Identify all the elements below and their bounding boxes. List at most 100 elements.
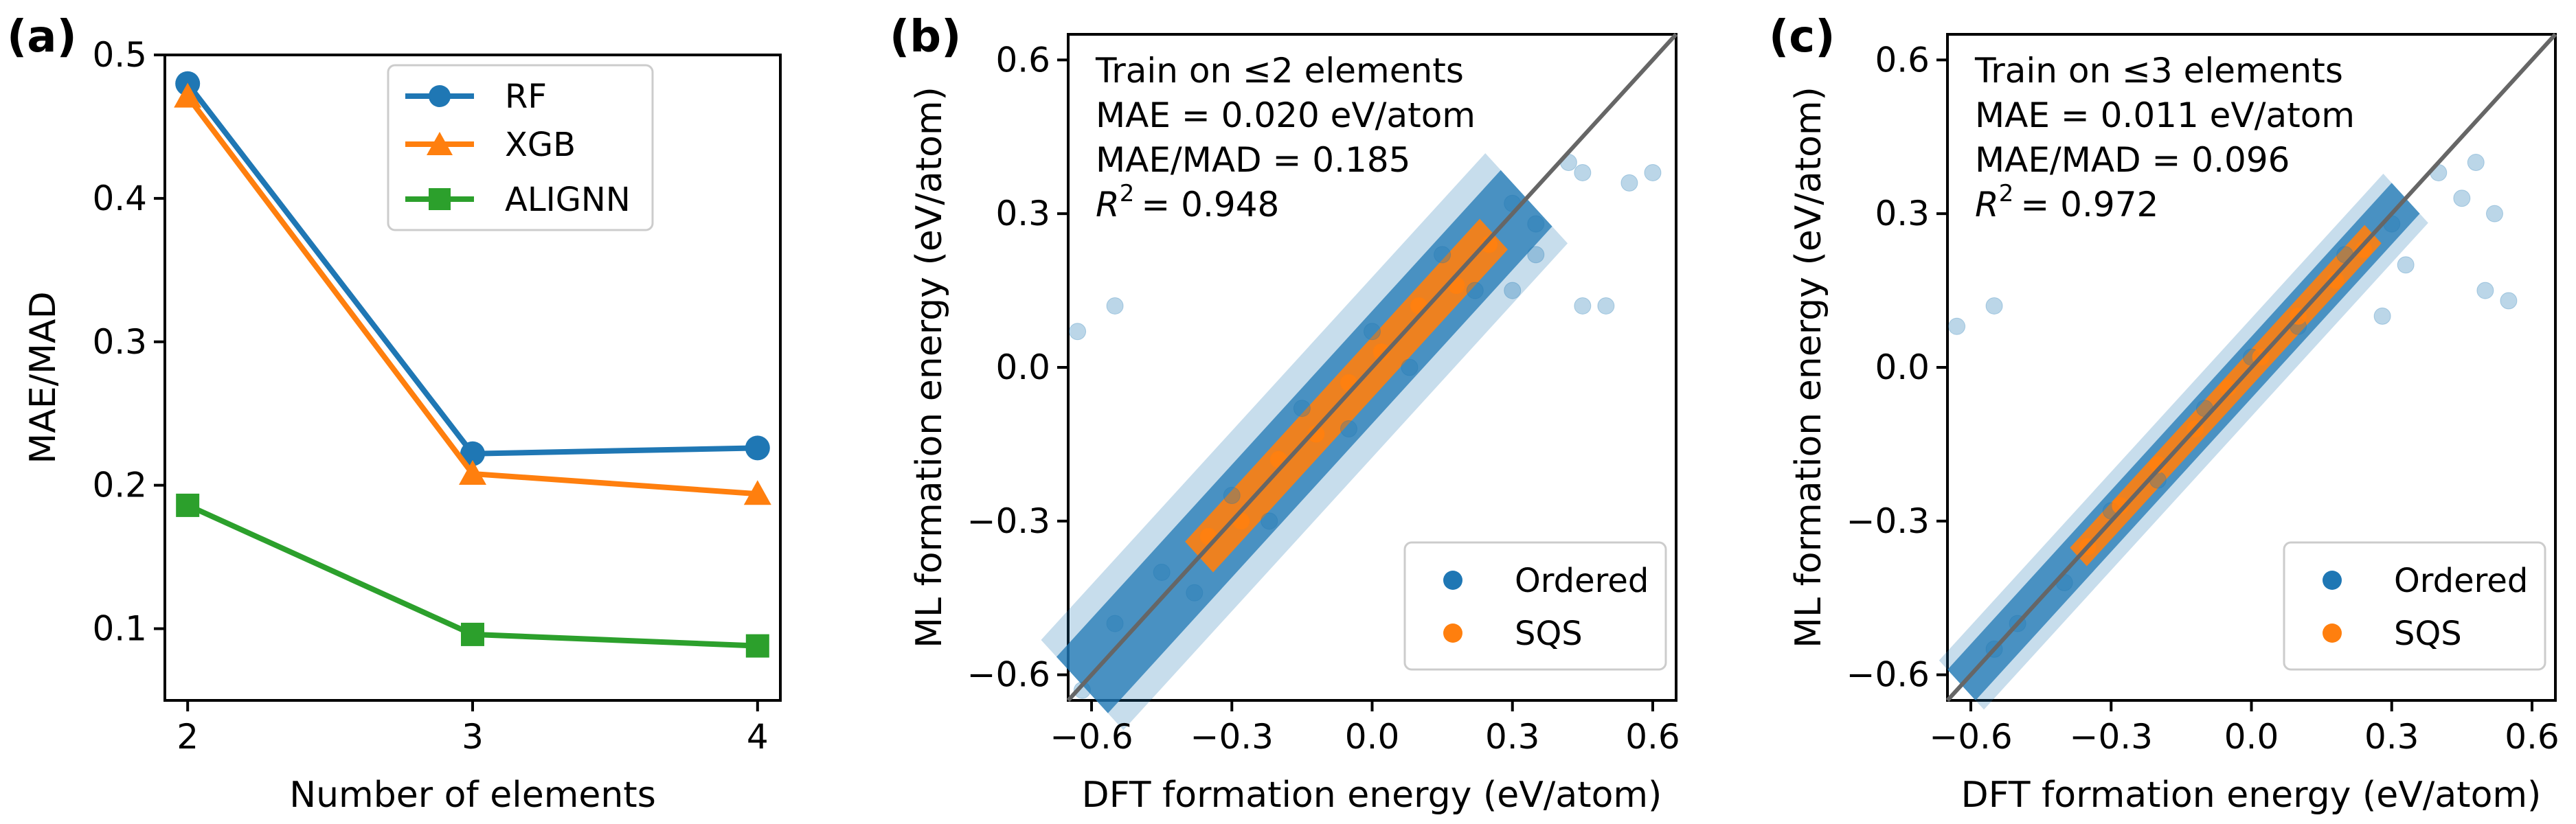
- panel-c-mae: MAE = 0.011 eV/atom: [1975, 95, 2355, 135]
- panel-c-r2: R2 = 0.972: [1975, 180, 2158, 225]
- point-ordered: [1434, 246, 1451, 264]
- legend-sqs-label: SQS: [1515, 615, 1583, 653]
- panel-c-ylabel: ML formation energy (eV/atom): [1788, 87, 1829, 648]
- legend-xgb: XGB: [405, 126, 576, 164]
- panel-b-ylabel: ML formation energy (eV/atom): [909, 87, 950, 648]
- point-ordered: [1401, 358, 1419, 376]
- legend-sqs-marker: [1443, 623, 1462, 643]
- x-tick-label: 4: [747, 717, 769, 757]
- x-tick-label: 0.3: [2364, 717, 2419, 757]
- point-ordered: [1223, 487, 1241, 505]
- legend-box: [2283, 541, 2546, 671]
- panel-b-r2-symbol: R: [1096, 185, 1120, 225]
- legend-xgb-marker: [427, 132, 453, 155]
- point-ordered: [1106, 615, 1124, 632]
- point-ordered: [1620, 174, 1638, 192]
- point-ordered: [1364, 323, 1381, 341]
- point-ordered: [1153, 563, 1171, 581]
- panel-b-annotation: Train on ≤2 elements MAE = 0.020 eV/atom…: [1095, 51, 1476, 225]
- legend-ordered-label: Ordered: [2394, 562, 2528, 600]
- y-tick-label: −0.6: [1846, 655, 1930, 695]
- x-tick-label: 0.3: [1485, 717, 1540, 757]
- panel-c-r2-exp: 2: [1999, 180, 2014, 207]
- panel-b: (b) −0.6 −0.3 0.0 0.3 0.6 −0.6 −0.3 0.0 0.3 0.6 T…: [890, 12, 1680, 816]
- point-ordered: [1574, 297, 1592, 314]
- point-ordered: [1985, 297, 2003, 314]
- x-tick-label: 0.0: [1345, 717, 1400, 757]
- point-alignn: [745, 634, 769, 658]
- panel-b-mae: MAE = 0.020 eV/atom: [1096, 95, 1476, 135]
- panel-b-xlabel: DFT formation energy (eV/atom): [1082, 775, 1662, 816]
- legend-alignn: ALIGNN: [405, 181, 631, 219]
- panel-c-label: (c): [1769, 12, 1835, 62]
- legend-sqs-label: SQS: [2394, 615, 2462, 653]
- panel-c-r2-symbol: R: [1975, 185, 1999, 225]
- legend-rf: RF: [405, 78, 547, 116]
- legend-sqs-marker: [2323, 623, 2342, 643]
- x-tick-label: 3: [462, 717, 484, 757]
- y-tick-label: 0.0: [995, 347, 1050, 387]
- y-tick-label: 0.2: [92, 466, 147, 505]
- point-alignn: [176, 493, 200, 517]
- panel-c-train: Train on ≤3 elements: [1974, 51, 2343, 91]
- y-tick-label: 0.3: [92, 322, 147, 362]
- panel-a: (a) 2 3 4 0.1 0.2 0.3 0.4 0.5 Number of element…: [7, 12, 782, 816]
- legend-box: [387, 64, 654, 231]
- legend-rf-marker: [429, 85, 451, 107]
- panel-b-r2-value: = 0.948: [1141, 185, 1279, 225]
- point-sqs: [1307, 425, 1325, 443]
- panel-a-legend: RF XGB ALIGNN: [387, 64, 654, 231]
- y-tick-label: 0.4: [92, 179, 147, 218]
- point-ordered: [1069, 323, 1087, 341]
- panel-c-legend: Ordered SQS: [2283, 541, 2546, 671]
- point-ordered: [2500, 292, 2518, 310]
- point-ordered: [1293, 400, 1311, 417]
- point-ordered: [1504, 282, 1522, 299]
- point-ordered: [1340, 420, 1357, 438]
- point-ordered: [2373, 307, 2391, 325]
- point-ordered: [1106, 297, 1124, 314]
- point-ordered: [1644, 163, 1662, 181]
- point-ordered: [2476, 282, 2494, 299]
- y-tick-label: 0.6: [1875, 40, 1930, 80]
- point-alignn: [461, 622, 484, 646]
- legend-xgb-label: XGB: [505, 126, 576, 164]
- panel-c-annotation: Train on ≤3 elements MAE = 0.011 eV/atom…: [1974, 51, 2355, 225]
- diagonal-line: [1945, 32, 2557, 702]
- panel-c: (c) −0.6 −0.3 0.0 0.3 0.6 −0.6 −0.3 0.0 0.3 0.6 T…: [1769, 12, 2560, 816]
- point-rf: [745, 435, 770, 461]
- point-ordered: [1466, 282, 1484, 299]
- point-ordered: [1948, 317, 1966, 335]
- point-ordered: [1597, 297, 1615, 314]
- x-tick-label: −0.6: [1050, 717, 1133, 757]
- point-ordered: [1527, 246, 1545, 264]
- point-ordered: [1574, 163, 1592, 181]
- point-sqs: [2149, 456, 2167, 474]
- point-ordered: [1186, 584, 1204, 602]
- x-tick-label: 0.6: [2505, 717, 2560, 757]
- legend-rf-label: RF: [505, 78, 547, 116]
- y-tick-label: 0.5: [92, 35, 147, 75]
- point-ordered: [2467, 154, 2485, 172]
- point-sqs: [1480, 236, 1498, 253]
- panel-b-r2-exp: 2: [1120, 180, 1135, 207]
- panel-b-maemad: MAE/MAD = 0.185: [1096, 140, 1410, 180]
- panel-b-train: Train on ≤2 elements: [1095, 51, 1464, 91]
- panel-b-r2: R2 = 0.948: [1096, 180, 1279, 225]
- point-ordered: [2453, 190, 2471, 207]
- y-tick-label: −0.6: [967, 655, 1050, 695]
- x-tick-label: −0.3: [2070, 717, 2153, 757]
- point-ordered: [1261, 512, 1278, 530]
- point-rf: [460, 441, 485, 466]
- x-tick-label: 0.0: [2224, 717, 2279, 757]
- point-sqs: [2219, 379, 2237, 397]
- y-tick-label: 0.0: [1875, 347, 1930, 387]
- y-tick-label: 0.1: [92, 609, 147, 649]
- x-tick-label: −0.6: [1929, 717, 2012, 757]
- panel-a-xlabel: Number of elements: [289, 775, 656, 816]
- panel-a-label: (a): [7, 12, 77, 62]
- point-sqs: [2327, 271, 2345, 289]
- point-sqs: [2112, 496, 2129, 514]
- legend-ordered-marker: [1443, 571, 1462, 590]
